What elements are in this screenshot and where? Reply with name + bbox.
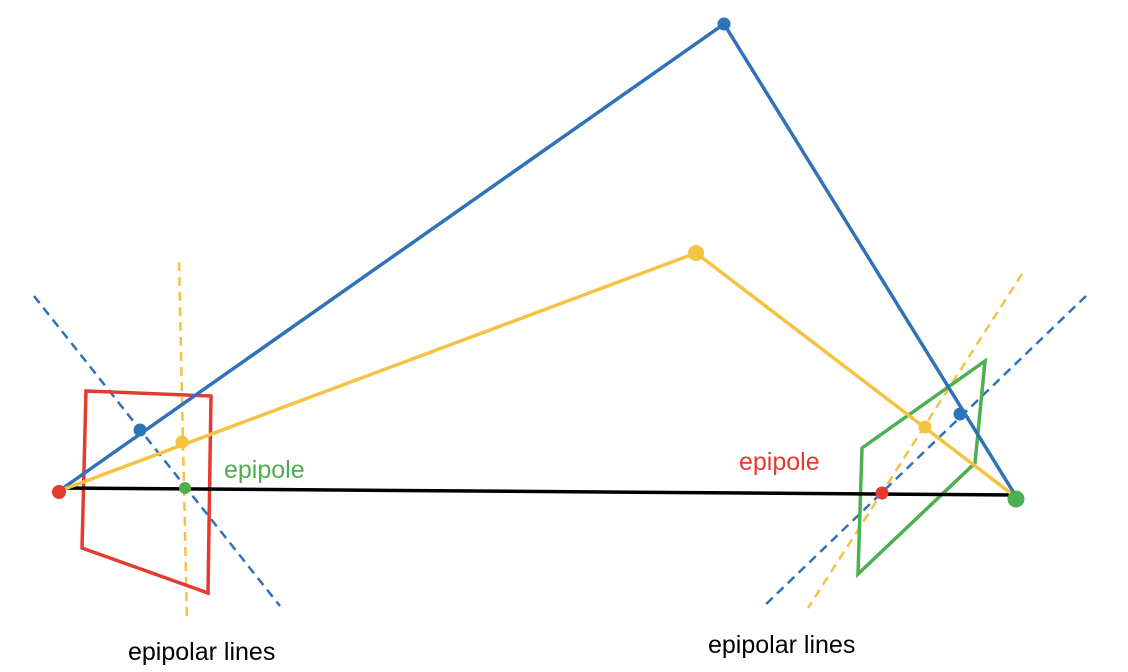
right-image-plane (856, 357, 988, 579)
left-blue-epipolar-line (33, 295, 281, 607)
right-epipole-label: epipole (739, 448, 820, 476)
yellow-3d-point (688, 245, 704, 261)
right-epipole-point (875, 486, 889, 500)
left-epipole-label: epipole (224, 456, 305, 484)
blue-rays (57, 21, 1019, 499)
right-yellow-epipolar-line (806, 273, 1024, 609)
left-yellow-image-point (175, 435, 189, 449)
right-epipolar-lines-label: epipolar lines (708, 631, 855, 659)
blue-3d-point (717, 17, 731, 31)
baseline (58, 486, 1018, 497)
left-blue-image-point (133, 423, 147, 437)
yellow-rays (58, 251, 1019, 500)
left-image-plane (80, 389, 213, 596)
right-camera-center (1007, 490, 1025, 508)
right-blue-image-point (953, 407, 967, 421)
left-camera-center (52, 485, 66, 499)
left-epipolar-lines-label: epipolar lines (128, 638, 275, 666)
left-epipole-point (179, 482, 191, 494)
right-yellow-image-point (918, 420, 932, 434)
